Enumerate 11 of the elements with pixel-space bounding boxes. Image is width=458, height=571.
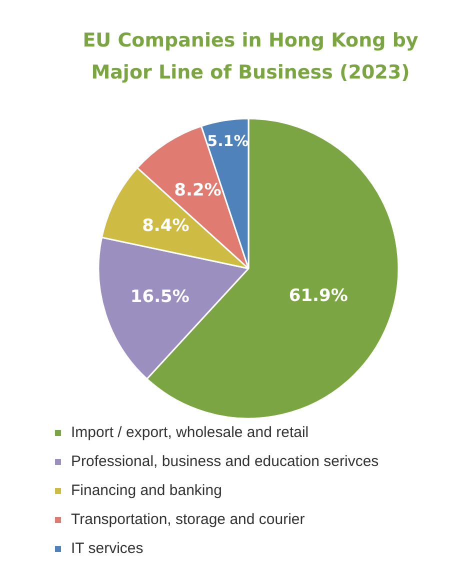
chart-title: EU Companies in Hong Kong by Major Line of Business (2023) — [82, 30, 419, 84]
legend-label: Transportation, storage and courier — [71, 511, 305, 528]
data-label: 61.9% — [288, 286, 348, 306]
data-label: 8.2% — [174, 180, 222, 201]
data-label: 5.1% — [207, 132, 249, 150]
data-label: 8.4% — [142, 216, 190, 236]
legend-label: Import / export, wholesale and retail — [71, 424, 309, 441]
legend-label: Financing and banking — [71, 482, 222, 499]
data-label: 16.5% — [130, 286, 190, 307]
legend-label: IT services — [71, 540, 144, 557]
legend-label: Professional, business and education serivces — [71, 453, 379, 470]
